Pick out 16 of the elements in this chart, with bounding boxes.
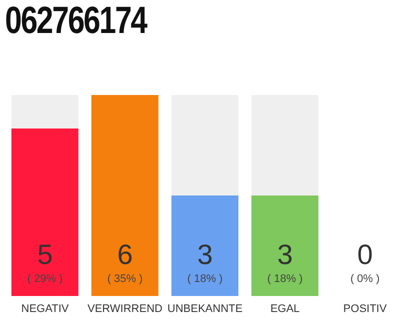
data-label: 3 — [277, 239, 293, 270]
data-label: 6 — [117, 239, 133, 270]
x-tick-label: EGAL — [270, 302, 300, 315]
x-tick-label: NEGATIV — [21, 302, 70, 315]
data-label: 3 — [197, 239, 213, 270]
annotation: ( 0% ) — [350, 273, 380, 285]
x-tick-label: POSITIV — [343, 302, 388, 315]
chart-title: 062766174 — [5, 0, 146, 43]
annotation: ( 18% ) — [267, 273, 303, 285]
annotation: ( 18% ) — [187, 273, 223, 285]
data-label: 0 — [357, 239, 373, 270]
x-tick-label: VERWIRREND — [88, 302, 163, 315]
annotation: ( 29% ) — [27, 273, 63, 285]
data-label: 5 — [37, 239, 53, 270]
annotation: ( 35% ) — [107, 273, 143, 285]
x-tick-label: UNBEKANNTE — [167, 302, 243, 315]
